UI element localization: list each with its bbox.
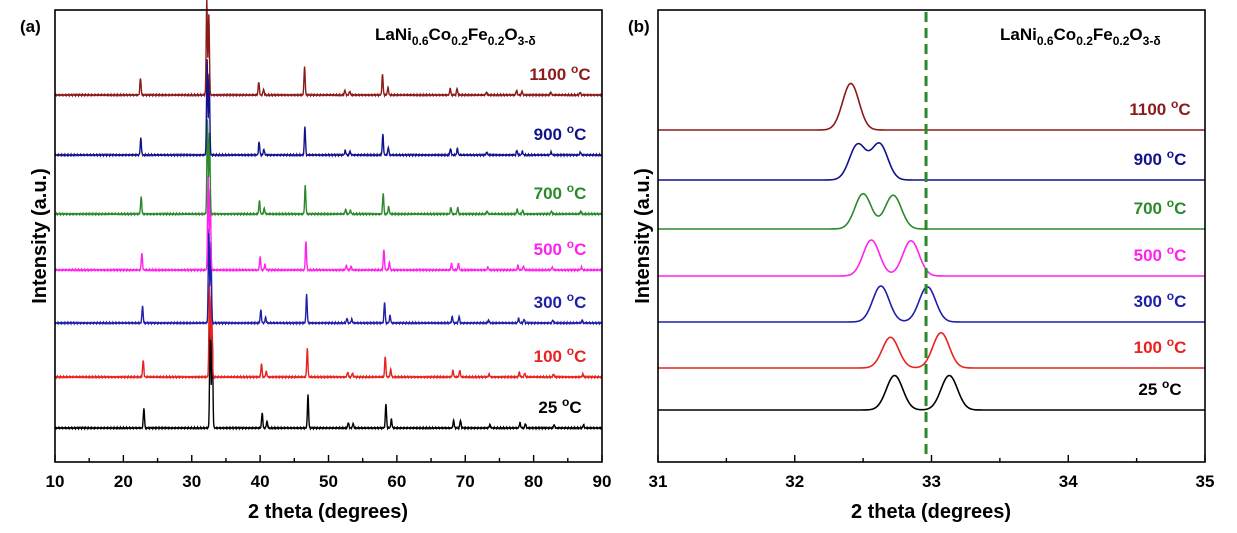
panel-b-temp-label: 1100 oC [1129, 97, 1190, 119]
panel-a-x-tick-label: 40 [251, 472, 270, 491]
panel-a-x-tick-label: 20 [114, 472, 133, 491]
panel-b-temp-label: 25 oC [1138, 377, 1181, 399]
panel-a-y-axis-title: Intensity (a.u.) [29, 168, 51, 304]
panel-a-temp-label: 300 oC [534, 290, 587, 312]
panel-a-x-tick-label: 10 [46, 472, 65, 491]
panel-b-label: (b) [628, 17, 650, 36]
panel-a-temp-label: 25 oC [538, 395, 581, 417]
panel-b-series-group [658, 82, 1205, 411]
panel-a-series-line-25c [54, 318, 603, 431]
panel-a-x-axis-title: 2 theta (degrees) [248, 501, 408, 523]
panel-b-x-tick-label: 32 [785, 472, 804, 491]
panel-b-y-axis-title: Intensity (a.u.) [632, 168, 654, 304]
panel-b-x-ticks: 31 32 33 34 35 [649, 455, 1215, 491]
panel-b-temp-label: 300 oC [1134, 289, 1187, 311]
panel-a-temp-label: 500 oC [534, 237, 587, 259]
panel-b-x-tick-label: 35 [1196, 472, 1215, 491]
panel-b-x-tick-label: 34 [1059, 472, 1078, 491]
panel-a-x-tick-label: 50 [319, 472, 338, 491]
panel-a-series-line-300c [54, 228, 603, 326]
panel-b-series-line-700c [658, 192, 1205, 230]
panel-a-temp-label: 100 oC [534, 344, 587, 366]
panel-a: (a) LaNi0.6Co0.2Fe0.2O3-δ 25 oC 100 oC 300… [20, 0, 611, 523]
panel-b: (b) LaNi0.6Co0.2Fe0.2O3-δ 25 oC 100 oC 300… [628, 9, 1215, 523]
panel-b-frame [657, 9, 1206, 463]
panel-a-temp-label: 1100 oC [529, 62, 590, 84]
panel-b-series-line-25c [658, 374, 1205, 411]
panel-b-temp-label: 700 oC [1134, 196, 1187, 218]
panel-b-formula: LaNi0.6Co0.2Fe0.2O3-δ [1000, 25, 1161, 48]
panel-a-temp-labels: 25 oC 100 oC 300 oC 500 oC 700 oC 900 oC 1100 … [529, 62, 590, 417]
panel-a-temp-label: 700 oC [534, 181, 587, 203]
panel-b-temp-label: 100 oC [1134, 335, 1187, 357]
panel-a-series-group [54, 0, 603, 431]
panel-b-series-line-500c [658, 239, 1205, 277]
panel-b-x-tick-label: 31 [649, 472, 668, 491]
panel-a-temp-label: 900 oC [534, 122, 587, 144]
panel-a-series-line-700c [54, 119, 603, 217]
panel-b-temp-label: 900 oC [1134, 147, 1187, 169]
panel-b-series-line-900c [658, 142, 1205, 181]
panel-a-x-ticks: 10 20 30 40 50 60 70 80 90 [46, 455, 612, 491]
panel-a-label: (a) [20, 17, 41, 36]
panel-b-x-tick-label: 33 [922, 472, 941, 491]
panel-a-x-tick-label: 60 [387, 472, 406, 491]
panel-b-series-line-100c [658, 331, 1205, 369]
panel-b-temp-label: 500 oC [1134, 243, 1187, 265]
panel-a-formula: LaNi0.6Co0.2Fe0.2O3-δ [375, 25, 536, 48]
panel-a-x-tick-label: 70 [456, 472, 475, 491]
panel-b-temp-labels: 25 oC 100 oC 300 oC 500 oC 700 oC 900 oC 1100 … [1129, 97, 1190, 399]
panel-a-series-line-100c [54, 282, 603, 380]
panel-a-series-line-500c [54, 175, 603, 273]
panel-b-x-axis-title: 2 theta (degrees) [851, 501, 1011, 523]
panel-a-series-line-900c [54, 59, 603, 158]
panel-a-frame [54, 9, 603, 463]
panel-b-series-line-1100c [658, 82, 1205, 131]
panel-a-series-line-1100c [54, 0, 603, 98]
panel-a-x-tick-label: 80 [524, 472, 543, 491]
panel-a-x-tick-label: 30 [182, 472, 201, 491]
panel-a-x-tick-label: 90 [593, 472, 612, 491]
panel-b-series-line-300c [658, 285, 1205, 323]
